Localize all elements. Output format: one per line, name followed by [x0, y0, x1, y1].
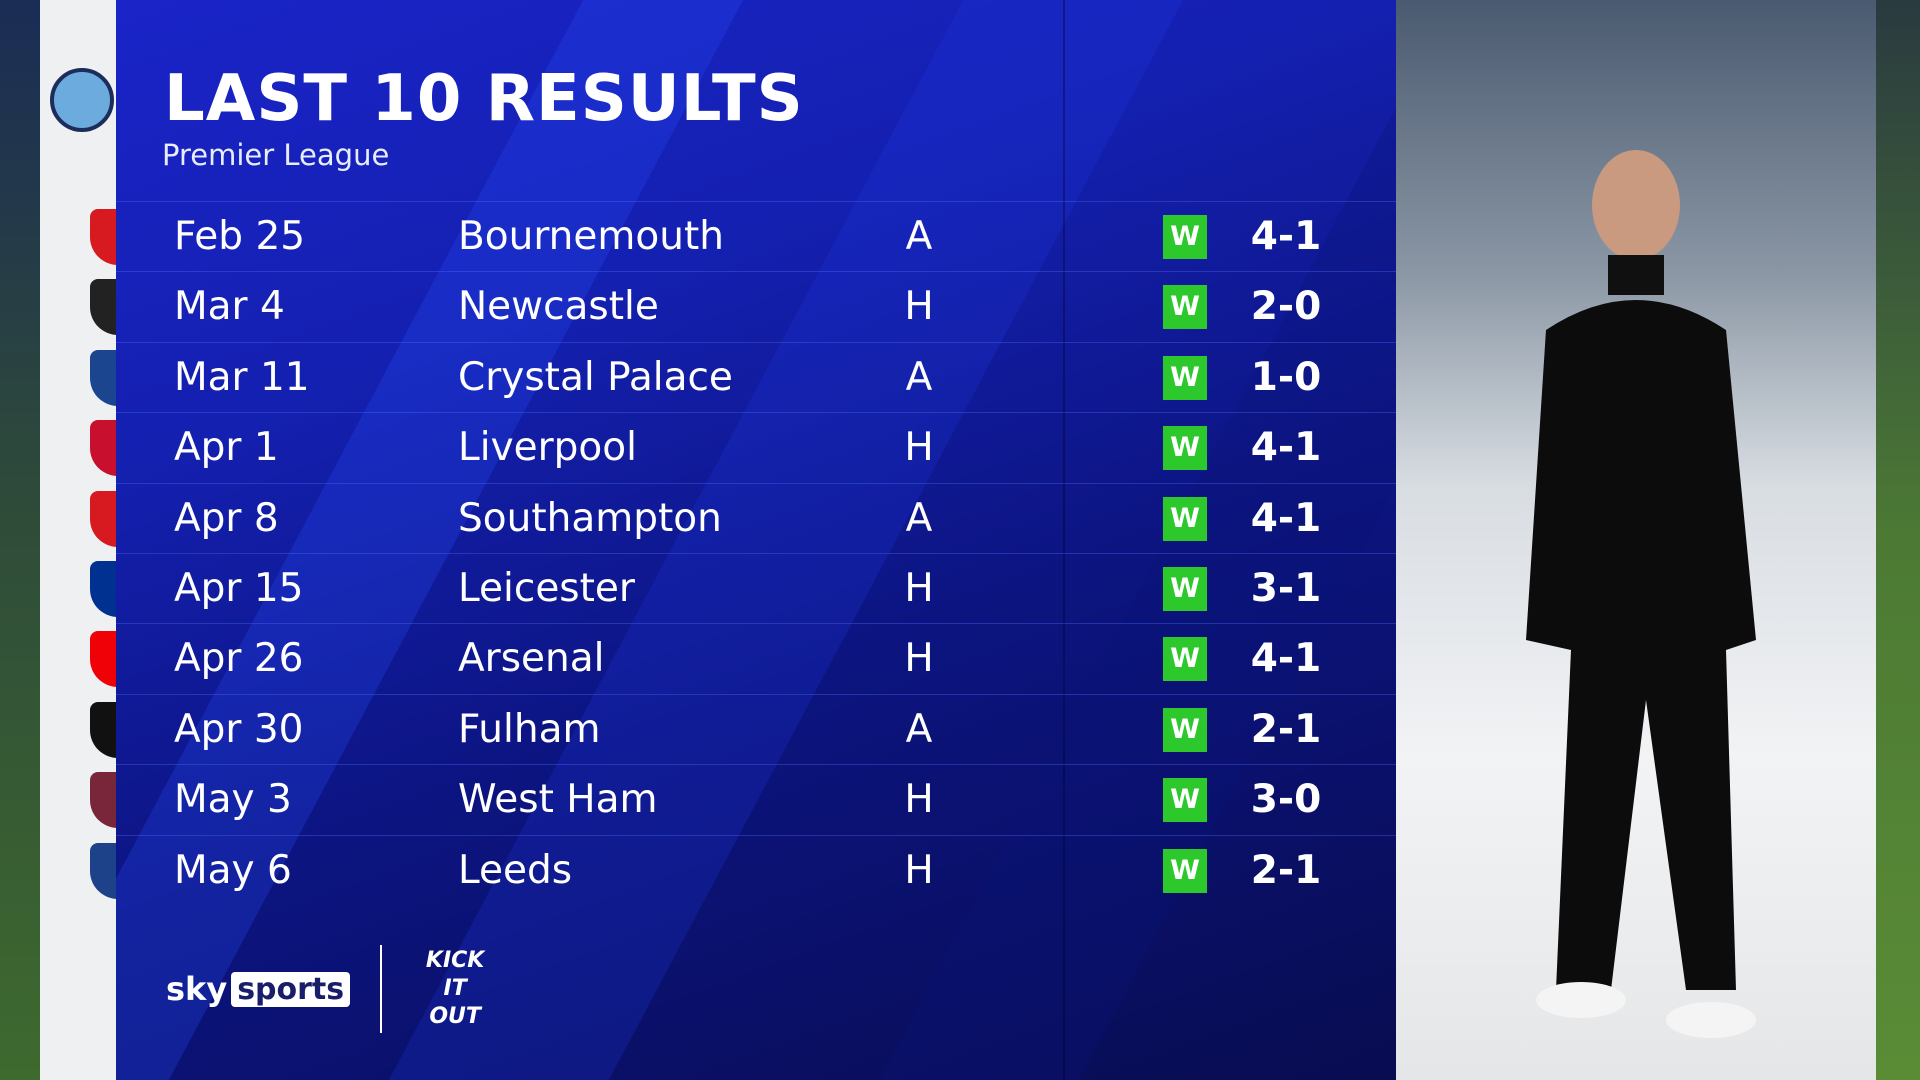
venue: H: [904, 847, 934, 893]
result-badge: W: [1163, 848, 1207, 893]
match-date: May 3: [174, 777, 292, 823]
result-badge: W: [1163, 567, 1207, 611]
opponent-name: Leicester: [458, 566, 635, 611]
venue: H: [904, 284, 934, 330]
score: 2-1: [1250, 847, 1322, 893]
score: 4-1: [1250, 214, 1322, 259]
score: 4-1: [1250, 425, 1322, 471]
opponent-name: Liverpool: [458, 425, 637, 471]
result-badge: W: [1163, 285, 1207, 330]
opponent-name: Bournemouth: [458, 214, 724, 259]
opponent-name: Fulham: [458, 706, 601, 752]
results-panel: LAST 10 RESULTS Premier League Feb 25 Bo…: [116, 0, 1396, 1080]
stadium-background-left: [0, 0, 40, 1080]
manchester-city-crest-icon: [50, 68, 114, 132]
venue: H: [904, 777, 934, 823]
result-badge: W: [1163, 215, 1207, 259]
kick-it-out-logo: KICK IT OUT: [425, 948, 485, 1029]
score: 2-0: [1250, 284, 1322, 330]
sky-text: sky: [166, 970, 228, 1008]
match-date: May 6: [174, 847, 292, 893]
match-date: Apr 1: [174, 425, 279, 471]
venue: A: [905, 495, 933, 541]
match-date: Apr 26: [174, 636, 304, 682]
crest-column: [40, 0, 146, 1080]
logo-divider: [380, 945, 383, 1033]
sports-text: sports: [231, 971, 351, 1007]
result-row: Apr 1 Liverpool H W 4-1: [116, 412, 1396, 482]
score: 4-1: [1250, 636, 1322, 682]
match-date: Mar 11: [174, 354, 310, 400]
result-row: May 6 Leeds H W 2-1: [116, 834, 1396, 905]
venue: H: [904, 425, 934, 471]
result-row: Feb 25 Bournemouth A W 4-1: [116, 201, 1396, 271]
result-badge: W: [1163, 426, 1207, 471]
score: 3-1: [1250, 566, 1322, 611]
match-date: Mar 4: [174, 284, 285, 330]
result-row: Apr 30 Fulham A W 2-1: [116, 693, 1396, 764]
result-badge: W: [1163, 707, 1207, 752]
venue: A: [905, 214, 933, 259]
venue: H: [904, 566, 934, 611]
score: 3-0: [1250, 777, 1322, 823]
opponent-name: Crystal Palace: [458, 354, 733, 400]
manager-photo: [1396, 0, 1876, 1080]
sky-sports-logo: sky sports: [166, 970, 351, 1008]
opponent-name: Newcastle: [458, 284, 659, 330]
result-row: Apr 26 Arsenal H W 4-1: [116, 623, 1396, 693]
opponent-name: West Ham: [458, 777, 658, 823]
stadium-background-right: [1876, 0, 1920, 1080]
result-row: Mar 11 Crystal Palace A W 1-0: [116, 341, 1396, 412]
score: 4-1: [1250, 495, 1322, 541]
competition-subtitle: Premier League: [162, 138, 390, 172]
result-row: Apr 8 Southampton A W 4-1: [116, 482, 1396, 553]
result-row: Mar 4 Newcastle H W 2-0: [116, 271, 1396, 341]
column-divider: [1063, 0, 1065, 1080]
footer-logos: sky sports KICK IT OUT: [166, 945, 498, 1033]
opponent-name: Southampton: [458, 495, 722, 541]
match-date: Apr 15: [174, 566, 304, 611]
result-badge: W: [1163, 778, 1207, 823]
page-title: LAST 10 RESULTS: [164, 62, 804, 136]
result-badge: W: [1163, 355, 1207, 400]
manager-figure: [1526, 150, 1756, 1038]
venue: A: [905, 706, 933, 752]
score: 1-0: [1250, 354, 1322, 400]
result-badge: W: [1163, 637, 1207, 682]
venue: A: [905, 354, 933, 400]
result-badge: W: [1163, 496, 1207, 541]
match-date: Apr 30: [174, 706, 304, 752]
result-row: Apr 15 Leicester H W 3-1: [116, 553, 1396, 623]
venue: H: [904, 636, 934, 682]
result-row: May 3 West Ham H W 3-0: [116, 764, 1396, 834]
match-date: Apr 8: [174, 495, 279, 541]
opponent-name: Arsenal: [458, 636, 605, 682]
opponent-name: Leeds: [458, 847, 573, 893]
match-date: Feb 25: [174, 214, 306, 259]
score: 2-1: [1250, 706, 1322, 752]
